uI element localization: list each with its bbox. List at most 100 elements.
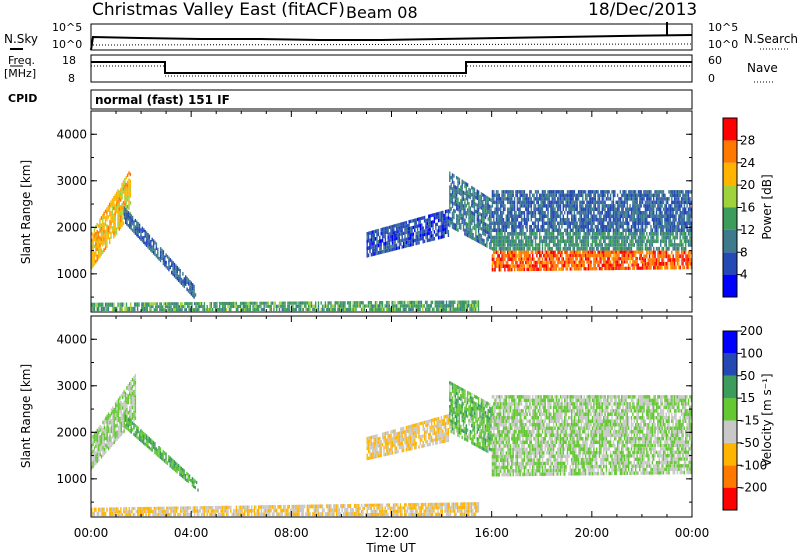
power-cell — [573, 232, 576, 236]
power-cell — [430, 213, 433, 218]
power-cell — [600, 232, 602, 236]
power-cell — [486, 226, 488, 231]
power-cell — [597, 235, 599, 240]
power-cell — [594, 193, 596, 198]
power-cell — [235, 301, 238, 305]
power-cell — [669, 239, 672, 244]
power-cell — [539, 214, 541, 218]
power-cell — [126, 180, 129, 185]
power-region-2 — [91, 300, 480, 312]
power-cell — [129, 183, 132, 187]
power-cell — [166, 305, 168, 309]
power-cell — [383, 242, 385, 246]
power-cell — [571, 193, 573, 198]
power-cell — [545, 250, 548, 254]
power-cell — [95, 242, 97, 247]
power-cell — [449, 202, 451, 207]
power-cell — [632, 263, 634, 267]
power-cell — [408, 240, 410, 244]
power-cell — [519, 264, 521, 268]
power-cell — [415, 224, 417, 229]
power-cell — [616, 260, 619, 264]
power-cell — [593, 193, 595, 198]
power-cell — [106, 214, 108, 218]
power-cell — [601, 253, 603, 258]
power-cell — [99, 239, 101, 244]
power-cell — [530, 243, 532, 247]
power-cell — [605, 225, 608, 229]
power-cell — [671, 200, 673, 205]
power-cell — [611, 239, 613, 244]
power-cell — [572, 232, 574, 236]
power-cell — [686, 197, 688, 201]
power-cell — [469, 217, 472, 221]
power-cell — [629, 190, 631, 194]
velocity-cell — [120, 429, 122, 433]
power-cell — [641, 225, 644, 229]
power-cell — [107, 205, 109, 209]
power-cell — [653, 246, 655, 251]
power-cell — [583, 207, 585, 211]
power-cell — [149, 302, 151, 306]
power-cell — [673, 239, 676, 244]
power-cell — [526, 193, 528, 198]
power-cell — [569, 235, 571, 240]
power-cell — [572, 214, 574, 218]
power-cell — [519, 197, 521, 201]
power-cell — [687, 228, 690, 232]
power-cell — [628, 243, 630, 247]
power-cell — [689, 258, 691, 262]
power-cell — [583, 228, 585, 232]
power-cell — [381, 231, 384, 236]
power-cell — [600, 218, 602, 222]
power-cell — [676, 221, 679, 225]
power-cell — [568, 246, 570, 251]
power-cell — [157, 255, 159, 260]
power-cell — [572, 197, 574, 201]
power-cell — [124, 195, 126, 199]
power-cell — [518, 200, 520, 205]
power-cell — [428, 224, 430, 229]
power-cell — [536, 267, 538, 271]
power-cell — [162, 308, 164, 311]
power-cell — [315, 307, 317, 311]
power-cell — [104, 243, 107, 247]
power-cell — [100, 237, 103, 242]
power-cell — [99, 247, 101, 251]
power-cell — [564, 221, 566, 225]
power-cell — [150, 302, 153, 306]
power-cell — [664, 254, 666, 259]
power-cell — [104, 306, 107, 311]
power-cell — [626, 266, 628, 270]
power-cell — [166, 266, 169, 270]
power-cell — [523, 200, 526, 205]
power-cell — [513, 254, 516, 258]
velocity-cell — [113, 422, 115, 426]
nsky-panel: N.Sky 10^5 10^0 10^5 10^0 N.Search — [4, 21, 798, 51]
power-cell — [575, 214, 577, 218]
power-cell — [96, 254, 98, 258]
velocity-cell — [106, 438, 108, 442]
power-cell — [186, 287, 188, 292]
power-cell — [124, 202, 126, 206]
velocity-cell — [133, 411, 135, 415]
power-cell — [177, 308, 179, 312]
power-cell — [526, 243, 528, 247]
power-cell — [571, 204, 573, 208]
power-cell — [683, 228, 686, 232]
power-cell — [502, 264, 505, 268]
velocity-cell — [126, 411, 128, 415]
power-cell — [593, 197, 595, 201]
power-cell — [669, 243, 672, 247]
power-cell — [475, 195, 477, 200]
power-cell — [252, 301, 254, 305]
power-cell — [594, 214, 596, 218]
power-cell — [326, 307, 328, 312]
power-cell — [554, 235, 556, 240]
power-cell — [501, 214, 503, 218]
power-cell — [458, 307, 460, 311]
power-cell — [284, 301, 286, 305]
power-cell — [650, 211, 652, 215]
power-cell — [465, 193, 467, 197]
power-cell — [111, 205, 114, 209]
